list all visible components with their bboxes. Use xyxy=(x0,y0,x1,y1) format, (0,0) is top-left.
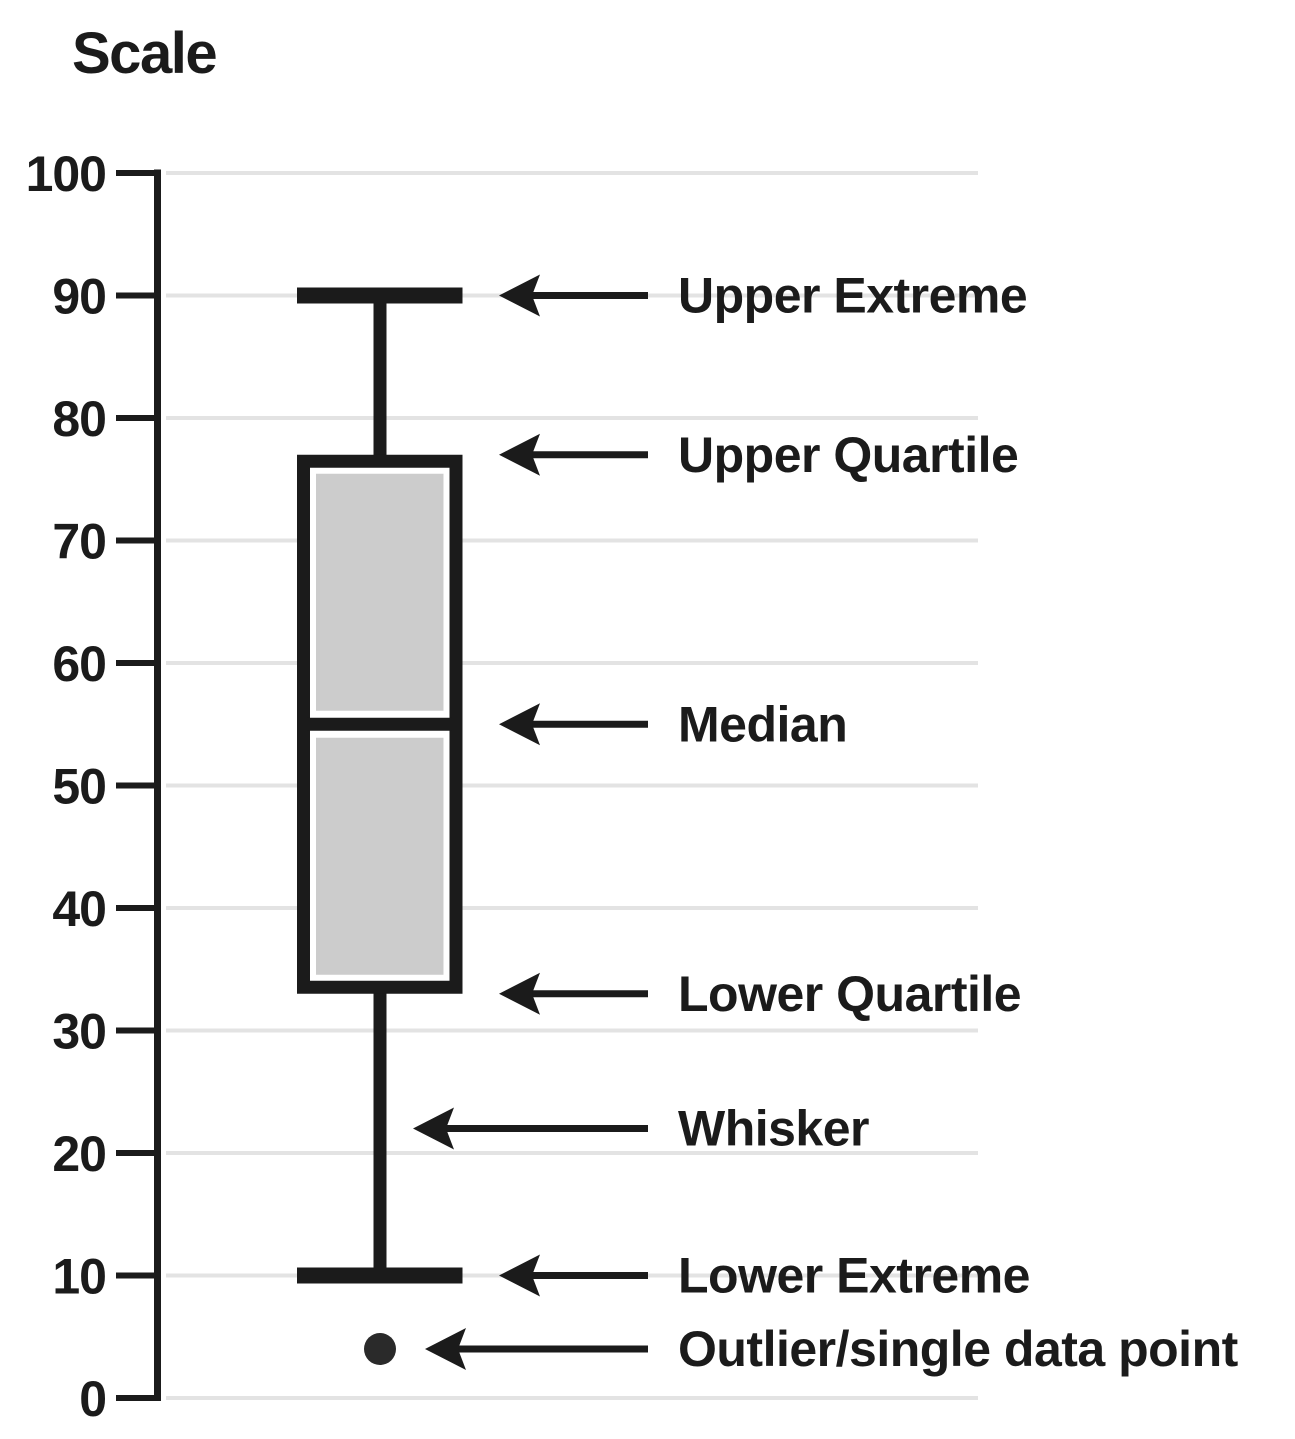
tick-label: 90 xyxy=(52,269,106,325)
tick-label: 10 xyxy=(52,1249,106,1305)
tick-label: 50 xyxy=(52,759,106,815)
tick-label: 0 xyxy=(79,1371,106,1427)
annotation-label: Outlier/single data point xyxy=(678,1321,1239,1377)
tick-label: 80 xyxy=(52,391,106,447)
annotation-label: Median xyxy=(678,696,847,752)
tick-label: 100 xyxy=(26,146,106,202)
annotation-label: Lower Extreme xyxy=(678,1248,1030,1304)
arrow-left-icon xyxy=(425,1328,466,1370)
outlier-dot xyxy=(364,1333,396,1365)
annotation-label: Lower Quartile xyxy=(678,966,1021,1022)
arrow-left-icon xyxy=(413,1107,454,1150)
tick-label: 30 xyxy=(52,1004,106,1060)
annotation-label: Upper Quartile xyxy=(678,427,1018,483)
tick-label: 20 xyxy=(52,1126,106,1182)
tick-label: 70 xyxy=(52,514,106,570)
annotation-label: Upper Extreme xyxy=(678,268,1027,324)
annotation-label: Whisker xyxy=(678,1101,869,1157)
arrow-left-icon xyxy=(499,1254,540,1297)
tick-label: 40 xyxy=(52,881,106,937)
arrow-left-icon xyxy=(499,972,540,1015)
arrow-left-icon xyxy=(499,274,540,317)
tick-label: 60 xyxy=(52,636,106,692)
chart-title: Scale xyxy=(72,21,218,86)
arrow-left-icon xyxy=(499,703,540,746)
arrow-left-icon xyxy=(499,433,540,476)
